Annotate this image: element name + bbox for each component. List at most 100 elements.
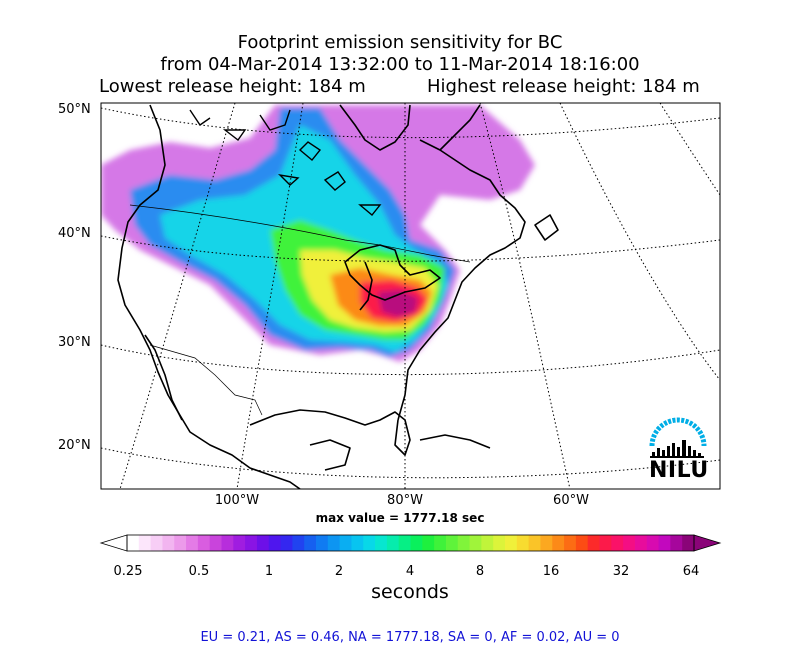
coastlines xyxy=(117,104,559,489)
us-mexico-border xyxy=(149,344,263,416)
colorbar-cell xyxy=(162,535,175,551)
colorbar-cell xyxy=(682,535,695,551)
colorbar-unit-label: seconds xyxy=(371,581,449,603)
colorbar-cell xyxy=(516,535,530,551)
lon-label-80w: 80°W xyxy=(387,493,423,508)
colorbar-tick: 2 xyxy=(334,564,344,579)
colorbar-cells xyxy=(127,535,695,551)
pacific-coast xyxy=(117,104,301,489)
colorbar-tick: 16 xyxy=(542,564,560,579)
lake-michigan xyxy=(359,261,373,311)
colorbar-cell xyxy=(587,535,600,551)
hudson-bay xyxy=(339,104,411,151)
colorbar-cell xyxy=(611,535,624,551)
colorbar-cell xyxy=(410,535,423,551)
colorbar-cell xyxy=(670,535,683,551)
colorbar-cell xyxy=(599,535,612,551)
colorbar-cell xyxy=(505,535,518,551)
region-summary: EU = 0.21, AS = 0.46, NA = 1777.18, SA =… xyxy=(200,630,620,645)
colorbar-cell xyxy=(434,535,447,551)
colorbar-cell xyxy=(209,535,222,551)
colorbar-tick: 1 xyxy=(264,564,274,579)
map-frame xyxy=(100,102,721,490)
parallel-30n xyxy=(101,344,720,376)
colorbar-cell xyxy=(375,535,388,551)
cuba xyxy=(419,434,491,449)
colorbar-frame xyxy=(126,534,695,552)
meridian-60w xyxy=(479,103,571,489)
colorbar-cell xyxy=(233,535,246,551)
great-lakes xyxy=(344,244,441,301)
baja-california xyxy=(144,334,183,421)
graticule xyxy=(101,103,720,489)
colorbar-cell xyxy=(575,535,589,551)
us-canada-border xyxy=(129,204,471,263)
arctic-islands xyxy=(189,109,382,216)
colorbar-cell xyxy=(174,535,187,551)
colorbar-cell xyxy=(386,535,400,551)
colorbar-cell xyxy=(327,535,341,551)
colorbar-cell xyxy=(138,535,152,551)
colorbar-cell xyxy=(351,535,364,551)
colorbar-cell xyxy=(528,535,541,551)
lowest-release-height: Lowest release height: 184 m xyxy=(99,76,366,97)
colorbar-cell xyxy=(481,535,494,551)
colorbar-cell xyxy=(540,535,553,551)
colorbar-cell xyxy=(127,535,140,551)
colorbar-cell xyxy=(280,535,293,551)
colorbar-extend-low xyxy=(99,534,128,552)
nilu-logo-bars xyxy=(650,440,704,458)
colorbar-cell xyxy=(658,535,671,551)
colorbar-cell xyxy=(150,535,163,551)
colorbar-extend-high xyxy=(693,534,722,552)
colorbar-cell xyxy=(363,535,376,551)
colorbar-cell xyxy=(245,535,258,551)
newfoundland xyxy=(534,214,559,241)
parallel-40n xyxy=(101,235,720,262)
colorbar-cell xyxy=(398,535,411,551)
colorbar-cell xyxy=(422,535,435,551)
colorbar-cell xyxy=(445,535,459,551)
colorbar-cell xyxy=(256,535,270,551)
colorbar-cell xyxy=(457,535,471,551)
nilu-logo-arc xyxy=(649,417,707,447)
colorbar-cell xyxy=(623,535,636,551)
plume-level-magenta xyxy=(378,290,418,317)
colorbar-cell xyxy=(339,535,352,551)
lon-label-60w: 60°W xyxy=(553,493,589,508)
colorbar-cell xyxy=(646,535,660,551)
colorbar-tick: 64 xyxy=(682,564,700,579)
colorbar-cell xyxy=(469,535,482,551)
colorbar-cell xyxy=(552,535,565,551)
lat-label-30n: 30°N xyxy=(58,335,91,350)
colorbar-tick: 0.25 xyxy=(113,564,143,579)
atlantic-coast xyxy=(397,139,526,421)
colorbar-cell xyxy=(493,535,506,551)
yucatan xyxy=(309,439,351,471)
colorbar-cell xyxy=(221,535,234,551)
chart-title: Footprint emission sensitivity for BC xyxy=(237,32,563,53)
colorbar-tick: 0.5 xyxy=(188,564,210,579)
colorbar-cell xyxy=(316,535,329,551)
colorbar-tick: 32 xyxy=(612,564,630,579)
colorbar-cell xyxy=(268,535,282,551)
nilu-logo-text: NILU xyxy=(649,458,709,483)
colorbar-cell xyxy=(634,535,648,551)
meridian-20w xyxy=(659,103,720,196)
lon-label-100w: 100°W xyxy=(214,493,260,508)
lat-label-50n: 50°N xyxy=(58,102,91,117)
highest-release-height: Highest release height: 184 m xyxy=(427,76,700,97)
lat-label-40n: 40°N xyxy=(58,226,91,241)
plume-field xyxy=(101,105,535,362)
max-value-label: max value = 1777.18 sec xyxy=(315,511,485,525)
colorbar-cell xyxy=(564,535,577,551)
colorbar-cell xyxy=(186,535,199,551)
labrador xyxy=(439,104,481,151)
colorbar-cell xyxy=(292,535,305,551)
colorbar-tick: 8 xyxy=(475,564,485,579)
political-borders xyxy=(129,204,471,416)
meridian-40w xyxy=(559,103,720,381)
parallel-20n xyxy=(101,447,720,479)
gulf-coast xyxy=(249,409,411,456)
